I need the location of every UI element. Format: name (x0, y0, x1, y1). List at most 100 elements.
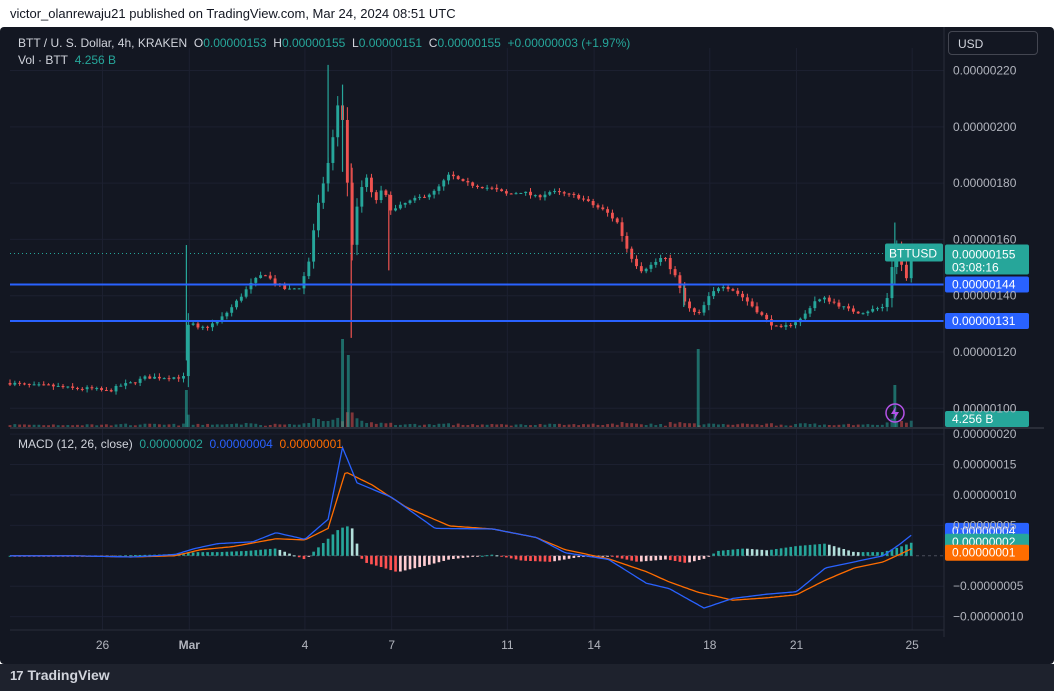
volume-bar (153, 423, 157, 427)
macd-histogram-bar (611, 555, 614, 557)
volume-bar (808, 423, 812, 427)
symbol-label[interactable]: BTT / U. S. Dollar, 4h, KRAKEN (18, 36, 188, 50)
macd-tick-label: 0.00000010 (953, 488, 1017, 502)
macd-histogram-bar (755, 549, 759, 556)
volume-bar (302, 423, 306, 427)
candle-body (408, 200, 412, 203)
volume-bar (471, 424, 475, 427)
candle-body (606, 209, 610, 213)
volume-bar (365, 422, 369, 427)
volume-bar (268, 424, 272, 427)
volume-bar (909, 420, 913, 427)
candle-body (307, 261, 311, 277)
candle-body (808, 308, 812, 314)
macd-histogram-bar (770, 549, 773, 556)
volume-bar (880, 424, 884, 427)
macd-histogram-bar (466, 555, 470, 558)
volume-bar (447, 423, 451, 427)
candle-body (774, 325, 778, 327)
macd-histogram-bar (461, 555, 465, 558)
volume-bar (432, 424, 436, 427)
candle-body (673, 269, 677, 276)
tradingview-logo-icon: 17 (10, 667, 24, 683)
last-price-label-bg (945, 244, 1029, 275)
volume-bar (408, 424, 412, 427)
price-tick-label: 0.00000160 (953, 232, 1017, 246)
volume-bar (596, 424, 600, 427)
volume-bar (148, 423, 152, 427)
candle-body (27, 383, 31, 385)
macd-histogram-bar (688, 555, 691, 563)
candle-body (268, 275, 272, 279)
currency-button[interactable]: USD (948, 31, 1038, 55)
low-value: 0.00000151 (358, 36, 423, 50)
candle-body (731, 289, 735, 291)
volume-bar (533, 425, 537, 427)
candle-body (119, 385, 123, 387)
horizontal-lines: 0.00000144 0.00000131 BTTUSD 0.0000015503:0… (10, 243, 1029, 427)
macd-tick-label: −0.00000010 (953, 610, 1024, 624)
volume-bar (466, 425, 470, 427)
time-tick-label: 26 (96, 638, 110, 652)
macd-histogram-bar (750, 549, 754, 556)
macd-histogram-bar (235, 551, 238, 556)
candle-body (461, 178, 465, 182)
candle-body (427, 194, 431, 198)
volume-label[interactable]: Vol · BTT (18, 53, 69, 67)
candle-body (567, 193, 571, 195)
candle-body (350, 182, 354, 245)
price-tick-label: 0.00000200 (953, 120, 1017, 134)
candle-body (639, 266, 643, 272)
candle-body (741, 293, 744, 298)
macd-label[interactable]: MACD (12, 26, close) (18, 437, 133, 451)
volume-bar (794, 424, 798, 427)
candle-body (186, 324, 190, 377)
macd-histogram-bar (553, 555, 556, 562)
macd-histogram-bar (832, 546, 836, 556)
candle-body (370, 177, 373, 193)
macd-histogram-bar (673, 555, 677, 561)
macd-histogram-bar (813, 544, 817, 556)
volume-bar (591, 423, 595, 427)
candle-body (885, 298, 889, 308)
close-value: 0.00000155 (437, 36, 501, 50)
volume-bar (726, 424, 730, 427)
macd-histogram-bar (119, 555, 123, 557)
candle-body (254, 277, 258, 283)
candle-body (345, 119, 349, 183)
candle-body (157, 376, 161, 379)
volume-bar (784, 425, 788, 427)
candle-body (297, 288, 301, 290)
macd-histogram-bar (543, 555, 547, 562)
volume-bar (789, 425, 793, 427)
macd-histogram-bar (394, 555, 397, 572)
volume-bar (837, 424, 841, 427)
macd-histogram-bar (697, 555, 701, 560)
volume-bar (23, 424, 26, 427)
macd-histogram-bar (326, 538, 330, 556)
candle-body (220, 316, 224, 322)
volume-bar (71, 425, 75, 427)
candle-body (726, 286, 730, 290)
macd-histogram-bar (731, 549, 735, 556)
macd-histogram-bar (823, 543, 826, 556)
candle-body (509, 193, 513, 195)
volume-bar (259, 425, 263, 427)
volume-bar (398, 424, 402, 427)
time-tick-label: 14 (587, 638, 601, 652)
volume-bar (524, 424, 528, 427)
macd-histogram-bar (399, 555, 402, 572)
macd-histogram-bar (905, 544, 908, 556)
tradingview-logo[interactable]: 17 TradingView (10, 667, 110, 683)
volume-bar (871, 424, 875, 427)
macd-histogram-bar (138, 554, 142, 556)
support-line-label: 0.00000144 (952, 277, 1016, 291)
volume-bar (307, 423, 311, 427)
volume-bar (230, 424, 234, 427)
macd-histogram-bar (693, 555, 696, 562)
volume-spike (346, 355, 350, 427)
candle-body (635, 258, 638, 267)
macd-histogram-bar (341, 527, 344, 556)
candle-body (659, 257, 663, 262)
